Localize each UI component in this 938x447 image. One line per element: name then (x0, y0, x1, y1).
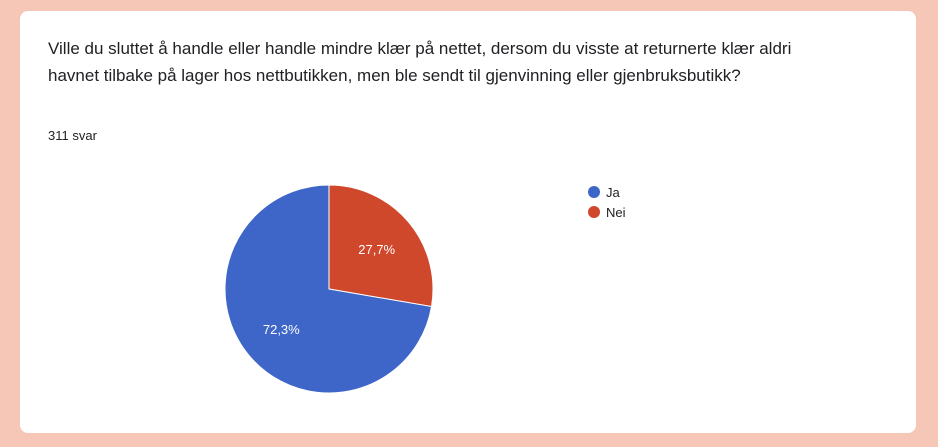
response-count: 311 svar (48, 128, 97, 143)
question-title: Ville du sluttet å handle eller handle m… (48, 39, 792, 85)
legend-item-nei[interactable]: Nei (588, 202, 626, 222)
pie-chart: 27,7% 72,3% (224, 184, 434, 394)
pie-label-ja: 72,3% (263, 322, 300, 337)
pie-label-nei: 27,7% (358, 242, 395, 257)
pie-slice-nei[interactable] (328, 184, 434, 308)
legend-swatch-ja (588, 186, 600, 198)
legend-swatch-nei (588, 206, 600, 218)
pie-slice-ja[interactable] (224, 184, 433, 394)
chart-legend: Ja Nei (588, 182, 626, 222)
chart-card: Ville du sluttet å handle eller handle m… (20, 11, 916, 433)
legend-item-ja[interactable]: Ja (588, 182, 626, 202)
legend-label-ja: Ja (606, 184, 620, 200)
legend-label-nei: Nei (606, 204, 626, 220)
